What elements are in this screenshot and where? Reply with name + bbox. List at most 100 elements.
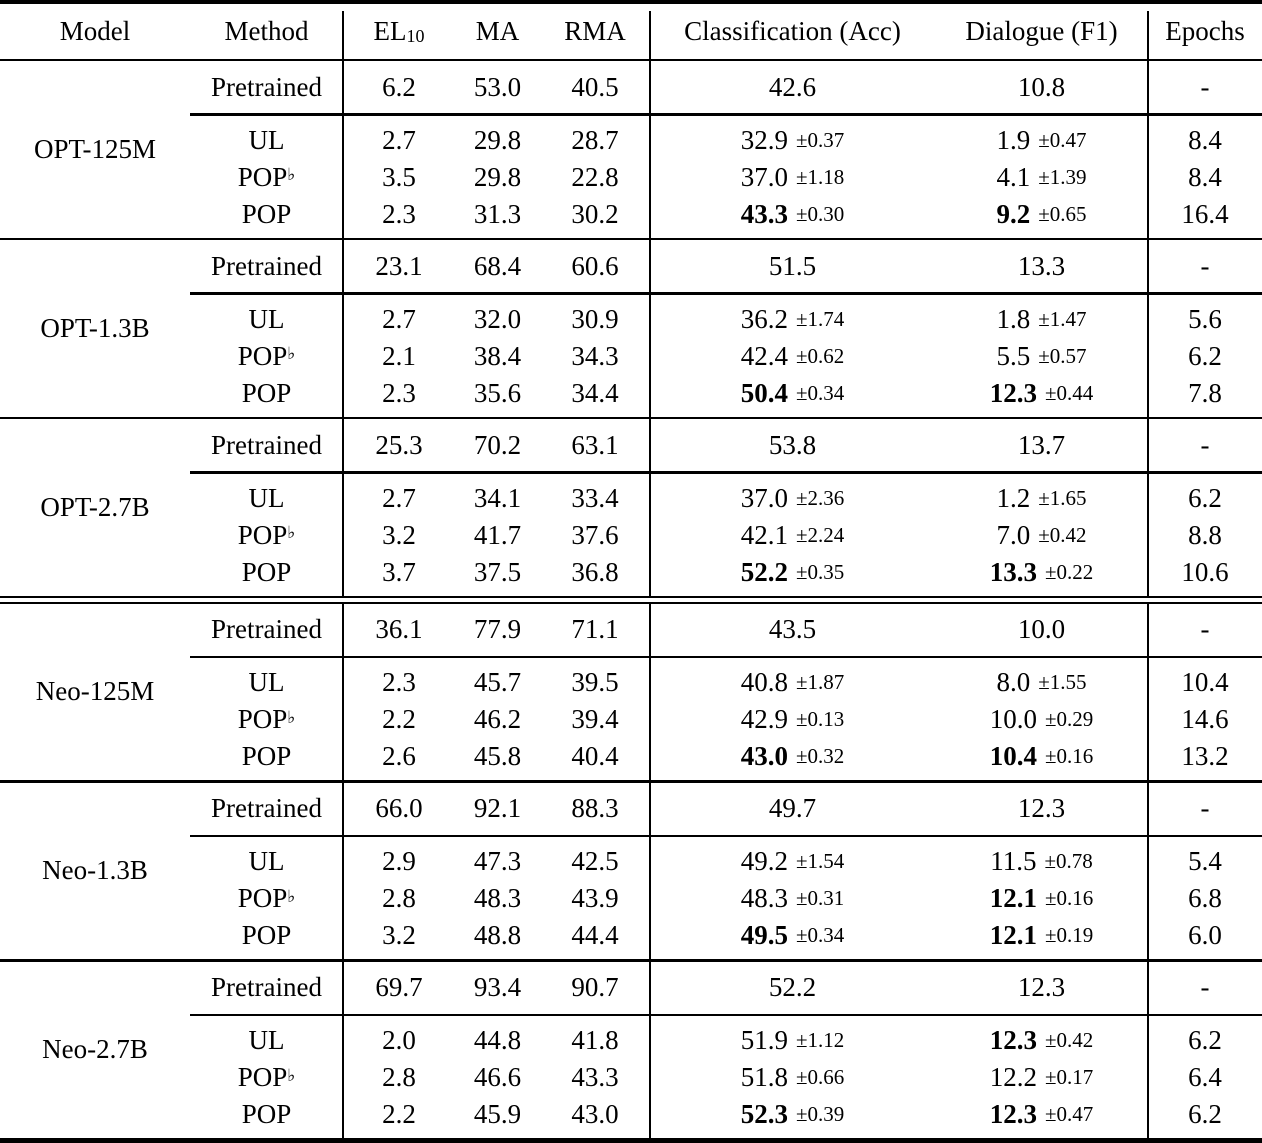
- stddev: ±0.62: [795, 343, 845, 368]
- value: 52.2: [740, 556, 788, 587]
- value: 43.0: [740, 741, 788, 771]
- rma-value: 40.5: [571, 71, 619, 102]
- epochs-value: 10.4: [1181, 667, 1229, 697]
- rma-value: 43.9: [571, 883, 619, 913]
- dialogue-value: 8.0 ±1.55: [935, 664, 1148, 701]
- model-group: Neo-125M Pretrained 36.1 77.9 71.1 43.5 …: [0, 603, 1262, 780]
- epochs-value: -: [1200, 614, 1210, 644]
- model-group: OPT-1.3B Pretrained 23.1 68.4 60.6 51.5 …: [0, 240, 1262, 417]
- rma-value: 36.8: [571, 556, 619, 587]
- method-text: POP: [237, 161, 288, 192]
- value: 11.5: [990, 846, 1037, 876]
- stddev: ±0.39: [795, 1102, 845, 1126]
- el10-value: 66.0: [375, 793, 423, 823]
- pretrained-divider: [190, 1013, 1262, 1016]
- classification-value: 36.2 ±1.74: [650, 301, 935, 338]
- vertical-divider: [342, 11, 344, 59]
- rma-value: 39.4: [571, 704, 619, 734]
- method-label: UL: [190, 664, 343, 701]
- epochs-value: 5.4: [1188, 846, 1222, 876]
- group-divider: [0, 416, 1262, 419]
- value: 12.3: [989, 1025, 1037, 1055]
- method-label: POP: [190, 1096, 343, 1133]
- group-divider: [0, 237, 1262, 240]
- stddev: ±1.18: [795, 164, 845, 189]
- stddev: ±1.39: [1038, 164, 1087, 189]
- el10-value: 25.3: [375, 429, 423, 460]
- vertical-divider: [342, 961, 344, 1138]
- method-text: UL: [248, 303, 285, 334]
- epochs-value: -: [1200, 793, 1210, 823]
- model-label: OPT-1.3B: [40, 312, 150, 343]
- value: 12.1: [989, 883, 1037, 913]
- classification-value: 40.8 ±1.87: [650, 664, 935, 701]
- el10-value: 36.1: [375, 614, 423, 644]
- method-label: POP: [190, 917, 343, 954]
- epochs-value: -: [1200, 71, 1210, 102]
- ma-value: 38.4: [473, 340, 522, 371]
- el10-value: 2.8: [382, 883, 416, 913]
- method-label: Pretrained: [211, 793, 322, 823]
- dialogue-value: 1.8 ±1.47: [935, 301, 1148, 338]
- value: 48.3: [740, 883, 788, 913]
- dialogue-value: 12.3: [1017, 972, 1066, 1002]
- ma-value: 47.3: [473, 846, 522, 876]
- rma-value: 42.5: [571, 846, 619, 876]
- dialogue-value: 7.0 ±0.42: [935, 517, 1148, 554]
- epochs-value: 5.6: [1188, 303, 1222, 334]
- value: 7.0: [996, 519, 1031, 550]
- method-label: UL: [190, 480, 343, 517]
- method-label: POP ♭: [237, 704, 296, 734]
- model-label: Neo-125M: [35, 676, 155, 707]
- value: 42.9: [740, 704, 788, 734]
- vertical-divider: [342, 61, 344, 238]
- pretrained-divider: [190, 113, 1262, 116]
- value: 50.4: [740, 377, 788, 408]
- ma-value: 31.3: [473, 198, 522, 229]
- epochs-value: 16.4: [1181, 198, 1229, 229]
- group-divider: [0, 780, 1262, 783]
- dialogue-value: 10.0: [1017, 614, 1066, 644]
- el10-value: 2.2: [382, 704, 416, 734]
- stddev: ±0.31: [795, 886, 845, 910]
- value: 12.3: [989, 1099, 1037, 1129]
- classification-value: 52.2: [768, 972, 817, 1002]
- bottom-rule: [0, 1138, 1262, 1143]
- column-header-method: Method: [224, 16, 309, 46]
- method-label: POP: [190, 375, 343, 412]
- method-label: UL: [190, 843, 343, 880]
- method-label: POP: [190, 738, 343, 775]
- vertical-divider: [649, 11, 651, 59]
- method-text: UL: [248, 1025, 285, 1055]
- table-header: Model Method EL 10 MA RMA Classification …: [0, 4, 1262, 61]
- stddev: ±0.37: [795, 127, 845, 152]
- el10-value: 2.1: [382, 340, 416, 371]
- vertical-divider: [1147, 11, 1149, 59]
- column-header-rma: RMA: [564, 16, 626, 46]
- ma-value: 46.2: [473, 704, 522, 734]
- stddev: ±1.65: [1038, 485, 1087, 510]
- stddev: ±0.13: [795, 707, 845, 731]
- method-label: UL: [190, 122, 343, 159]
- dialogue-value: 9.2 ±0.65: [935, 196, 1148, 233]
- vertical-divider: [342, 419, 344, 596]
- stddev: ±0.47: [1038, 127, 1087, 152]
- el10-value: 6.2: [382, 71, 416, 102]
- stddev: ±1.54: [795, 849, 845, 873]
- rma-value: 30.9: [571, 303, 619, 334]
- ma-value: 48.8: [473, 920, 522, 950]
- rma-value: 44.4: [571, 920, 619, 950]
- value: 49.2: [740, 846, 788, 876]
- stddev: ±0.30: [795, 201, 845, 226]
- model-label: OPT-2.7B: [40, 491, 150, 522]
- dialogue-value: 13.3 ±0.22: [935, 554, 1148, 591]
- column-header-model: Model: [59, 16, 131, 46]
- value: 1.2: [996, 482, 1031, 513]
- rma-value: 28.7: [571, 124, 619, 155]
- column-header-dialogue: Dialogue (F1): [965, 16, 1118, 46]
- top-rule: [0, 0, 1262, 4]
- vertical-divider: [342, 240, 344, 417]
- classification-value: 52.2 ±0.35: [650, 554, 935, 591]
- vertical-divider: [342, 782, 344, 959]
- rma-value: 40.4: [571, 741, 619, 771]
